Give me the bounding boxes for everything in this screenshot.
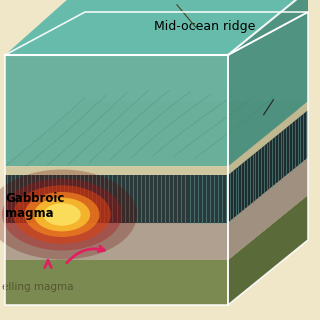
Ellipse shape: [43, 203, 81, 226]
Ellipse shape: [13, 185, 111, 244]
Polygon shape: [228, 110, 308, 222]
Text: Mid-ocean ridge: Mid-ocean ridge: [154, 20, 256, 33]
Polygon shape: [5, 222, 228, 260]
Polygon shape: [228, 101, 308, 175]
Polygon shape: [5, 101, 308, 166]
Ellipse shape: [2, 179, 122, 251]
Polygon shape: [5, 110, 308, 175]
Polygon shape: [5, 55, 228, 166]
Text: elling magma: elling magma: [2, 282, 74, 292]
FancyArrowPatch shape: [67, 246, 104, 263]
Polygon shape: [5, 195, 308, 260]
Polygon shape: [228, 157, 308, 260]
Ellipse shape: [0, 170, 137, 260]
Text: Gabbroic
magma: Gabbroic magma: [5, 193, 64, 220]
Polygon shape: [5, 0, 308, 55]
Polygon shape: [5, 157, 308, 222]
Ellipse shape: [34, 198, 90, 231]
Polygon shape: [5, 166, 228, 175]
Polygon shape: [5, 260, 228, 305]
Ellipse shape: [25, 192, 100, 237]
Polygon shape: [228, 0, 308, 166]
Polygon shape: [5, 175, 228, 222]
Polygon shape: [228, 195, 308, 305]
